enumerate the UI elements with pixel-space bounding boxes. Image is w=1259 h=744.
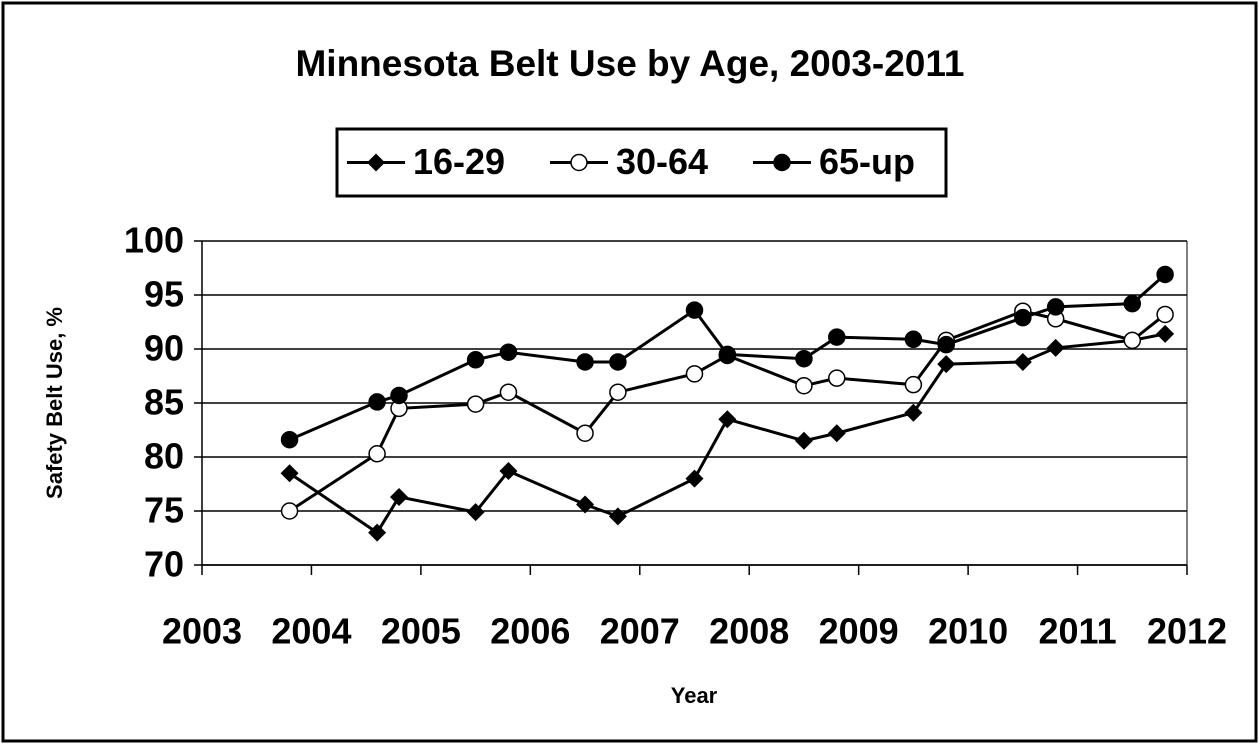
marker [904,375,923,394]
marker [608,507,627,526]
marker [1046,338,1065,357]
marker [368,445,386,463]
y-axis-label: Safety Belt Use, % [42,307,67,499]
marker [795,349,813,368]
marker [466,395,485,413]
marker [576,424,594,442]
x-tick-label: 2008 [709,611,789,652]
marker [576,353,594,371]
marker [280,430,299,449]
marker [499,383,518,401]
marker [499,343,518,361]
marker [828,369,846,387]
marker [685,365,704,383]
marker [1156,265,1174,284]
marker [795,376,813,395]
marker [937,335,955,354]
marker [1156,324,1175,343]
y-tick-label: 70 [144,544,184,585]
marker [1013,352,1032,371]
marker [685,469,704,488]
marker [1014,308,1032,327]
marker [904,403,923,422]
marker [390,386,408,405]
marker [904,330,923,349]
x-tick-label: 2009 [819,611,899,652]
marker [609,353,627,371]
marker [570,153,588,172]
x-axis-label: Year [671,683,718,708]
y-tick-label: 80 [144,436,184,477]
marker [718,345,737,364]
marker [828,328,846,346]
legend-label: 65-up [819,141,915,182]
marker [1156,305,1174,324]
marker [685,301,704,319]
chart-title: Minnesota Belt Use by Age, 2003-2011 [295,43,964,84]
marker [773,153,791,172]
marker [367,153,385,172]
marker [827,424,846,443]
marker [609,383,627,401]
marker [1123,331,1142,350]
marker [368,523,387,542]
marker [499,462,518,481]
x-tick-label: 2011 [1039,611,1117,652]
y-tick-label: 95 [144,274,184,315]
marker [466,351,485,369]
x-tick-label: 2007 [600,611,680,652]
marker [576,495,595,514]
x-tick-label: 2003 [162,611,242,652]
legend-box [335,127,948,198]
marker [1123,294,1142,313]
marker [466,503,485,522]
marker [718,410,737,429]
y-tick-label: 85 [144,382,184,423]
marker [1046,298,1065,316]
marker [390,487,408,506]
legend-label: 30-64 [616,141,708,182]
marker [280,502,299,520]
x-tick-label: 2010 [928,611,1008,652]
marker [368,393,386,411]
y-tick-label: 100 [124,220,184,261]
x-tick-label: 2012 [1147,611,1227,652]
x-tick-label: 2004 [271,611,351,652]
marker [794,431,813,450]
y-tick-label: 75 [144,490,184,531]
marker [280,464,299,483]
legend-label: 16-29 [413,141,505,182]
x-tick-label: 2005 [381,611,461,652]
x-tick-label: 2006 [490,611,570,652]
marker [937,355,956,374]
y-tick-label: 90 [144,328,184,369]
